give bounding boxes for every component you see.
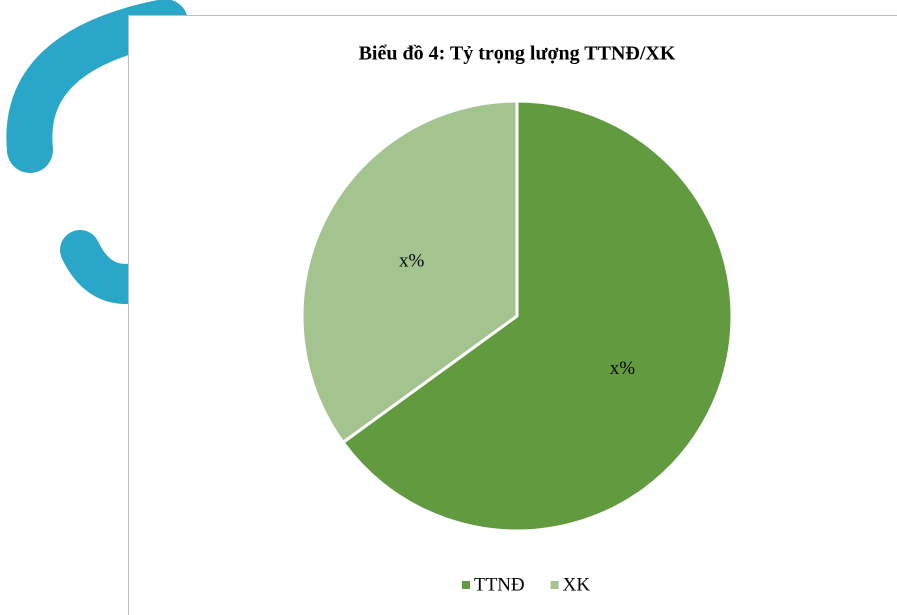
legend-swatch: [462, 581, 470, 589]
pie-slice: [340, 99, 734, 533]
pie-slice: [300, 99, 519, 445]
data-label: x%: [610, 358, 636, 379]
legend-swatch: [550, 581, 559, 589]
legend-label: TTNĐ: [474, 574, 525, 595]
chart-title: Biểu đồ 4: Tỷ trọng lượng TTNĐ/XK: [359, 43, 676, 65]
data-label: x%: [399, 251, 425, 272]
legend-label: XK: [563, 574, 591, 595]
